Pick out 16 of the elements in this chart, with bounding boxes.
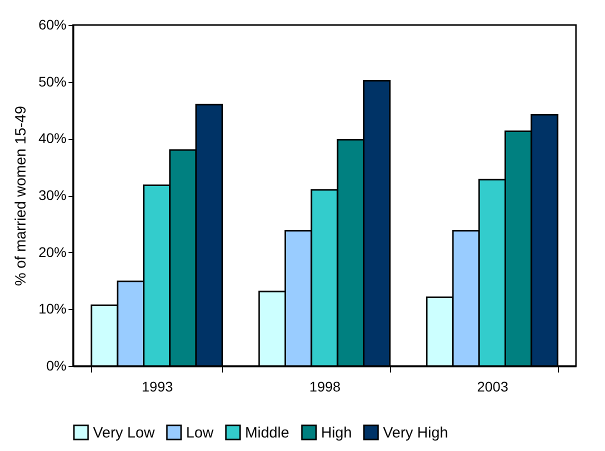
y-tick-label: 0% bbox=[46, 358, 66, 374]
y-tick-label: 10% bbox=[38, 300, 66, 317]
legend-label: Middle bbox=[245, 424, 290, 442]
y-tick-label: 20% bbox=[38, 244, 66, 260]
legend-label: Very Low bbox=[93, 424, 155, 442]
y-axis-title: % of married women 15-49 bbox=[12, 106, 30, 286]
x-tick-label: 1993 bbox=[142, 378, 174, 394]
x-tick-label: 2003 bbox=[477, 378, 508, 394]
x-tick-label: 1998 bbox=[309, 378, 341, 394]
legend-label: Very High bbox=[383, 424, 448, 442]
y-tick-label: 40% bbox=[38, 130, 66, 146]
legend-label: High bbox=[321, 424, 352, 442]
y-tick-label: 60% bbox=[38, 16, 66, 32]
legend-label: Low bbox=[186, 424, 214, 442]
y-tick-label: 30% bbox=[38, 187, 66, 203]
y-tick-label: 50% bbox=[38, 73, 66, 90]
